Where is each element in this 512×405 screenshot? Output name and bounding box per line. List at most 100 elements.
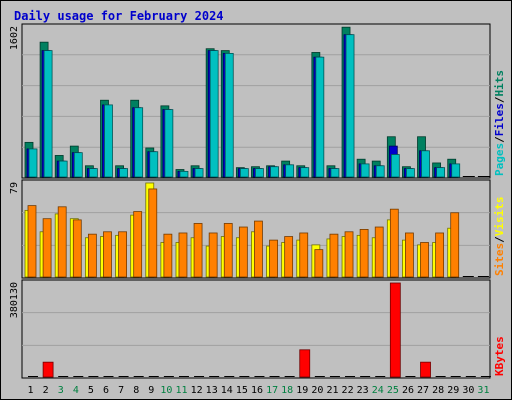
x-tick-label-day-26: 26: [402, 385, 414, 396]
sites-bar-day-16: [254, 220, 263, 278]
sites-bar-day-7: [118, 231, 127, 278]
x-tick-label-day-9: 9: [148, 385, 154, 396]
kbytes-bar-day-28: [435, 376, 446, 377]
legend-visits: Visits: [493, 197, 506, 237]
x-tick-label-day-10: 10: [160, 385, 172, 396]
kbytes-bar-day-12: [194, 376, 205, 377]
sites-bar-day-29: [450, 212, 460, 278]
sites-bar-day-9: [148, 188, 158, 278]
x-tick-label-day-18: 18: [281, 385, 293, 396]
sites-bar-day-1: [27, 205, 37, 278]
sites-bar-day-27: [420, 242, 429, 278]
x-tick-label-day-25: 25: [387, 385, 399, 396]
kbytes-legend: KBytes: [493, 336, 506, 376]
pages-bar-day-26: [406, 168, 415, 178]
pages-bar-day-20: [315, 56, 325, 178]
hits-files-pages-plot-area: [21, 23, 491, 179]
kbytes-bar-day-23: [360, 376, 371, 377]
hits-files-pages-legend: Pages/Files/Hits: [493, 70, 506, 176]
x-tick-label-day-15: 15: [236, 385, 248, 396]
x-tick-label-day-8: 8: [133, 385, 139, 396]
pages-bar-day-16: [255, 168, 264, 178]
pages-bar-day-31: [481, 176, 490, 177]
pages-bar-day-15: [239, 168, 249, 178]
kbytes-bar-day-2: [42, 361, 54, 378]
kbytes-bar-day-18: [284, 376, 295, 377]
kbytes-bar-day-31: [480, 376, 491, 377]
x-tick-label-day-2: 2: [43, 385, 49, 396]
kbytes-bar-day-27: [420, 361, 431, 378]
pages-bar-day-21: [330, 168, 340, 178]
sites-bar-day-18: [284, 236, 294, 278]
x-tick-label-day-28: 28: [432, 385, 444, 396]
x-tick-label-day-29: 29: [447, 385, 459, 396]
kbytes-bar-day-11: [178, 376, 189, 377]
kbytes-bar-day-5: [88, 376, 99, 377]
pages-bar-day-4: [73, 152, 83, 178]
pages-bar-day-18: [285, 164, 295, 178]
x-tick-label-day-21: 21: [326, 385, 338, 396]
x-tick-label-day-14: 14: [221, 385, 233, 396]
x-tick-label-day-4: 4: [73, 385, 79, 396]
pages-bar-day-14: [224, 53, 234, 178]
sites-bar-day-6: [103, 231, 112, 278]
sites-bar-day-10: [163, 233, 173, 278]
legend-hits: Hits: [493, 70, 506, 97]
kbytes-bar-day-26: [405, 376, 416, 377]
chart-title: Daily usage for February 2024: [14, 9, 224, 23]
pages-bar-day-5: [88, 168, 98, 178]
sites-bar-day-15: [238, 226, 248, 278]
x-tick-label-day-7: 7: [118, 385, 124, 396]
sites-bar-day-14: [223, 223, 233, 278]
sites-bar-day-17: [269, 239, 278, 278]
kbytes-bar-day-1: [28, 376, 38, 377]
pages-bar-day-23: [360, 163, 370, 178]
kbytes-bar-day-21: [329, 376, 340, 377]
pages-bar-day-3: [58, 160, 68, 178]
pages-bar-day-1: [28, 148, 38, 178]
x-tick-label-day-13: 13: [206, 385, 218, 396]
hits-files-pages-ymax-label: 1602: [9, 26, 20, 50]
kbytes-bar-day-8: [133, 376, 144, 377]
sites-bar-day-12: [193, 223, 203, 278]
sites-bar-day-21: [329, 233, 339, 278]
kbytes-bar-day-29: [450, 376, 461, 377]
pages-bar-day-8: [134, 107, 144, 178]
sites-bar-day-11: [178, 232, 188, 278]
sites-bar-day-13: [208, 232, 218, 278]
kbytes-bar-day-19: [299, 349, 311, 378]
sites-bar-day-25: [389, 208, 399, 278]
legend-pages: Pages: [493, 143, 506, 176]
sites-bar-day-19: [299, 232, 309, 278]
pages-bar-day-27: [421, 150, 430, 178]
legend-kbytes: KBytes: [493, 336, 506, 376]
sites-bar-day-5: [87, 233, 97, 278]
x-tick-label-day-30: 30: [462, 385, 474, 396]
x-tick-label-day-24: 24: [372, 385, 384, 396]
kbytes-bar-day-25: [389, 282, 401, 378]
legend-files: Files: [493, 103, 506, 136]
kbytes-bar-day-14: [224, 376, 235, 377]
pages-bar-day-7: [119, 168, 128, 178]
kbytes-bar-day-9: [148, 376, 159, 377]
sites-bar-day-22: [344, 231, 354, 278]
x-tick-label-day-20: 20: [311, 385, 323, 396]
pages-bar-day-24: [375, 165, 385, 178]
sites-bar-day-30: [465, 276, 474, 277]
kbytes-plot-area: [21, 279, 491, 379]
pages-bar-day-29: [451, 163, 461, 178]
kbytes-bar-day-30: [465, 376, 476, 377]
legend-sep2: /: [493, 96, 506, 103]
sites-bar-day-28: [435, 232, 445, 278]
pages-bar-day-22: [345, 34, 355, 178]
sites-bar-day-23: [359, 229, 369, 278]
x-tick-label-day-17: 17: [266, 385, 278, 396]
sites-bar-day-2: [42, 218, 52, 278]
kbytes-bar-day-24: [375, 376, 386, 377]
pages-bar-day-6: [104, 104, 113, 178]
kbytes-bar-day-3: [58, 376, 69, 377]
visits-sites-ymax-label: 79: [9, 182, 20, 194]
sites-bar-day-20: [314, 249, 324, 278]
kbytes-bar-day-15: [239, 376, 250, 377]
